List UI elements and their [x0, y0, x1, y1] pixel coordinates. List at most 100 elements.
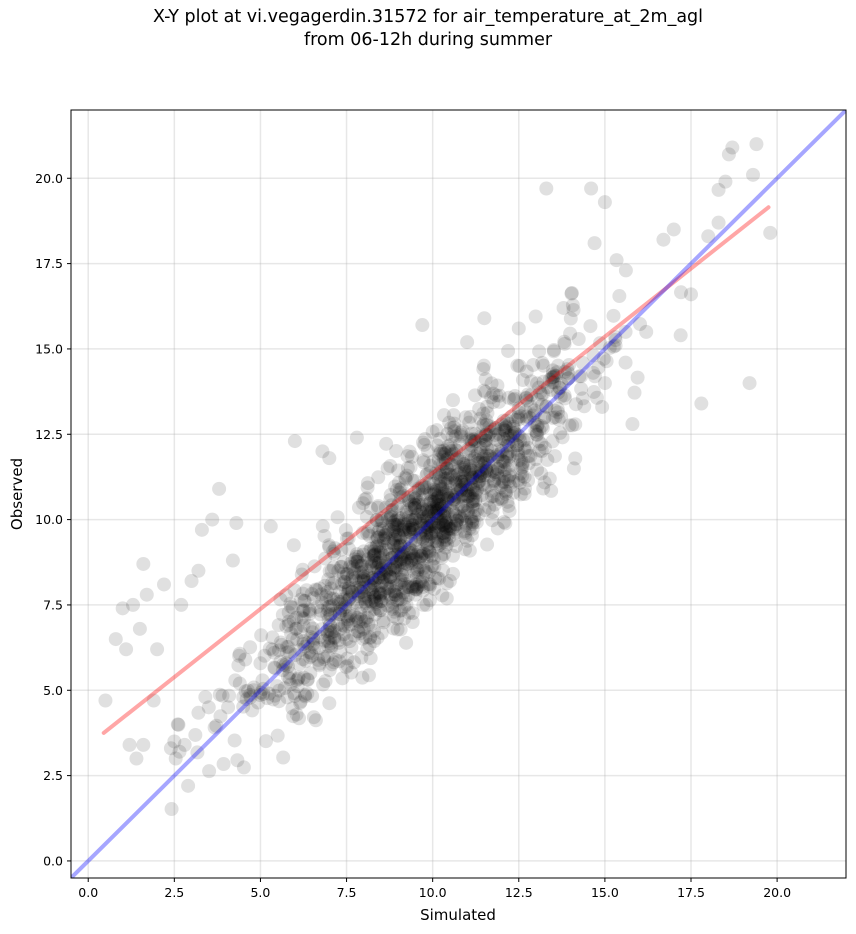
data-point	[253, 656, 268, 671]
data-point	[327, 630, 342, 645]
data-point	[373, 588, 388, 603]
data-point	[347, 562, 362, 577]
data-point	[440, 475, 455, 490]
data-point	[290, 679, 305, 694]
data-point	[409, 510, 424, 525]
data-point	[471, 455, 486, 470]
data-point	[416, 579, 431, 594]
data-point	[550, 402, 565, 417]
y-tick-label: 12.5	[35, 427, 63, 442]
data-point	[471, 507, 486, 522]
data-point	[442, 415, 457, 430]
data-point	[418, 523, 433, 538]
data-point	[411, 555, 426, 570]
data-point	[426, 454, 441, 469]
data-point	[380, 572, 395, 587]
data-point	[115, 601, 130, 616]
data-point	[494, 492, 509, 507]
data-point	[367, 590, 382, 605]
data-point	[440, 537, 455, 552]
data-point	[340, 567, 355, 582]
data-point	[419, 525, 434, 540]
data-point	[586, 365, 601, 380]
data-point	[396, 545, 411, 560]
data-point	[428, 570, 443, 585]
data-point	[357, 588, 372, 603]
data-point	[444, 457, 459, 472]
data-point	[402, 536, 417, 551]
data-point	[266, 692, 281, 707]
data-point	[364, 582, 379, 597]
data-point	[371, 564, 386, 579]
data-point	[557, 334, 572, 349]
data-point	[353, 606, 368, 621]
data-point	[639, 324, 654, 339]
data-point	[356, 621, 371, 636]
data-point	[385, 599, 400, 614]
data-point	[181, 778, 196, 793]
data-point	[500, 472, 515, 487]
data-point	[452, 437, 467, 452]
data-point	[417, 437, 432, 452]
data-point	[470, 503, 485, 518]
data-point	[340, 651, 355, 666]
data-point	[596, 351, 611, 366]
data-point	[232, 648, 247, 663]
data-point	[398, 471, 413, 486]
data-point	[494, 443, 509, 458]
data-point	[361, 524, 376, 539]
data-point	[212, 687, 227, 702]
data-point	[393, 551, 408, 566]
data-point	[304, 646, 319, 661]
data-point	[491, 426, 506, 441]
data-point	[553, 425, 568, 440]
data-point	[371, 555, 386, 570]
data-point	[354, 584, 369, 599]
data-point	[396, 549, 411, 564]
data-point	[557, 388, 572, 403]
data-point	[474, 466, 489, 481]
data-point	[399, 597, 414, 612]
data-point	[554, 409, 569, 424]
data-point	[397, 525, 412, 540]
data-point	[365, 585, 380, 600]
data-point	[405, 512, 420, 527]
data-point	[332, 633, 347, 648]
data-point	[432, 493, 447, 508]
data-point	[527, 403, 542, 418]
data-point	[313, 607, 328, 622]
data-point	[395, 567, 410, 582]
data-point	[360, 568, 375, 583]
data-point	[321, 612, 336, 627]
data-point	[280, 690, 295, 705]
data-point	[546, 342, 561, 357]
data-point	[231, 658, 246, 673]
data-point	[236, 699, 251, 714]
data-point	[423, 577, 438, 592]
axis-ticks: 0.0 2.5 5.0 7.5 10.0 12.5 15.0 17.5 20.00.02.55.…	[35, 171, 791, 900]
data-point	[339, 566, 354, 581]
data-point	[473, 429, 488, 444]
data-point	[420, 520, 435, 535]
data-point	[400, 580, 415, 595]
data-point	[357, 591, 372, 606]
data-point	[369, 560, 384, 575]
data-point	[442, 500, 457, 515]
data-point	[350, 624, 365, 639]
data-point	[296, 670, 311, 685]
data-point	[443, 437, 458, 452]
data-point	[437, 508, 452, 523]
data-point	[232, 676, 247, 691]
data-point	[409, 521, 424, 536]
data-point	[430, 534, 445, 549]
data-point	[317, 528, 332, 543]
data-point	[392, 577, 407, 592]
data-point	[393, 490, 408, 505]
data-point	[487, 465, 502, 480]
data-point	[432, 479, 447, 494]
data-point	[376, 523, 391, 538]
data-point	[477, 311, 492, 326]
data-point	[296, 611, 311, 626]
data-point	[236, 690, 251, 705]
data-point	[403, 460, 418, 475]
